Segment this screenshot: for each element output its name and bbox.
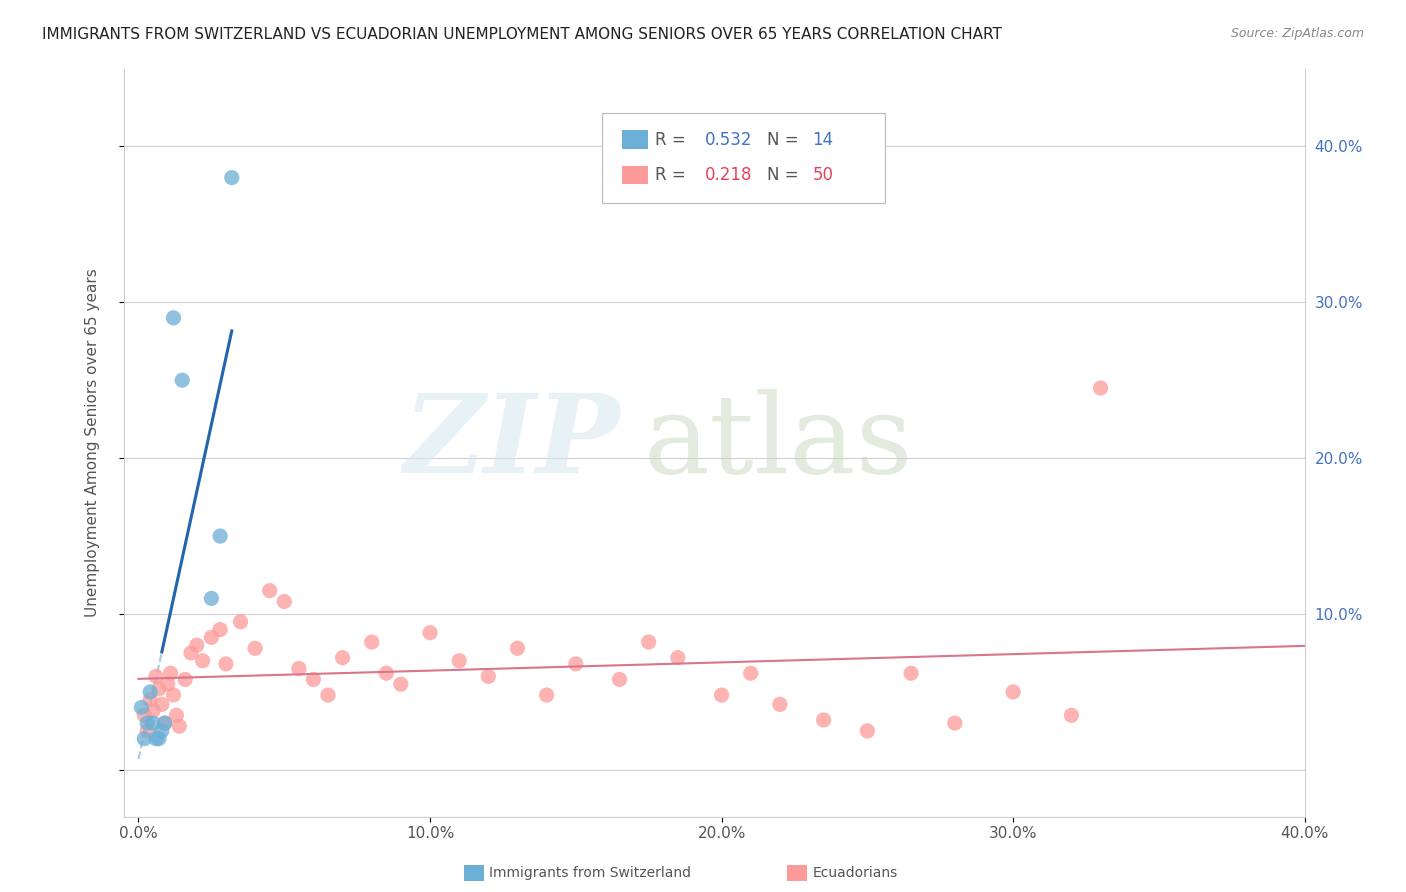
Bar — [623, 130, 648, 149]
Point — [165, 708, 187, 723]
Point — [150, 723, 173, 738]
Point — [162, 310, 184, 325]
Point — [769, 698, 792, 712]
Point — [943, 716, 966, 731]
Point — [162, 688, 184, 702]
Point — [666, 650, 689, 665]
Point — [174, 673, 197, 687]
Point — [139, 692, 162, 706]
Point — [259, 583, 281, 598]
Point — [172, 373, 194, 387]
Bar — [623, 166, 648, 185]
Text: R =: R = — [655, 130, 692, 149]
Point — [449, 654, 471, 668]
Point — [221, 170, 243, 185]
Point — [813, 713, 835, 727]
Y-axis label: Unemployment Among Seniors over 65 years: Unemployment Among Seniors over 65 years — [86, 268, 100, 617]
Point — [419, 625, 441, 640]
Point — [148, 681, 170, 696]
Point — [302, 673, 325, 687]
Point — [134, 708, 156, 723]
Point — [131, 700, 153, 714]
Point — [332, 650, 354, 665]
Point — [900, 666, 922, 681]
Point — [229, 615, 252, 629]
Point — [609, 673, 631, 687]
Point — [134, 731, 156, 746]
Text: 50: 50 — [813, 167, 834, 185]
Point — [1060, 708, 1083, 723]
Point — [637, 635, 659, 649]
Point — [389, 677, 412, 691]
Point — [156, 677, 179, 691]
Point — [856, 723, 879, 738]
Point — [243, 641, 266, 656]
Point — [142, 704, 165, 718]
Point — [288, 661, 311, 675]
Point — [316, 688, 339, 702]
Point — [139, 685, 162, 699]
Text: N =: N = — [768, 167, 804, 185]
Point — [360, 635, 382, 649]
Point — [142, 716, 165, 731]
Point — [740, 666, 762, 681]
Text: Source: ZipAtlas.com: Source: ZipAtlas.com — [1230, 27, 1364, 40]
Text: ZIP: ZIP — [404, 389, 620, 496]
Point — [506, 641, 529, 656]
Point — [145, 669, 167, 683]
Text: 0.218: 0.218 — [704, 167, 752, 185]
FancyBboxPatch shape — [602, 113, 886, 203]
Point — [145, 731, 167, 746]
Point — [209, 529, 232, 543]
Text: Immigrants from Switzerland: Immigrants from Switzerland — [489, 866, 692, 880]
Point — [159, 666, 181, 681]
Point — [1090, 381, 1112, 395]
Point — [169, 719, 191, 733]
Point — [186, 638, 208, 652]
Point — [215, 657, 238, 671]
Point — [375, 666, 398, 681]
Point — [565, 657, 588, 671]
Point — [1002, 685, 1025, 699]
Text: R =: R = — [655, 167, 692, 185]
Text: atlas: atlas — [644, 389, 912, 496]
Point — [136, 716, 159, 731]
Point — [191, 654, 214, 668]
Point — [200, 631, 222, 645]
Point — [536, 688, 558, 702]
Point — [148, 731, 170, 746]
Point — [477, 669, 499, 683]
Point — [710, 688, 733, 702]
Point — [150, 698, 173, 712]
Text: 0.532: 0.532 — [704, 130, 752, 149]
Point — [200, 591, 222, 606]
Point — [136, 723, 159, 738]
Text: IMMIGRANTS FROM SWITZERLAND VS ECUADORIAN UNEMPLOYMENT AMONG SENIORS OVER 65 YEA: IMMIGRANTS FROM SWITZERLAND VS ECUADORIA… — [42, 27, 1002, 42]
Point — [273, 594, 295, 608]
Point — [209, 623, 232, 637]
Text: 14: 14 — [813, 130, 834, 149]
Point — [180, 646, 202, 660]
Text: Ecuadorians: Ecuadorians — [813, 866, 898, 880]
Point — [153, 716, 176, 731]
Text: N =: N = — [768, 130, 804, 149]
Point — [153, 716, 176, 731]
